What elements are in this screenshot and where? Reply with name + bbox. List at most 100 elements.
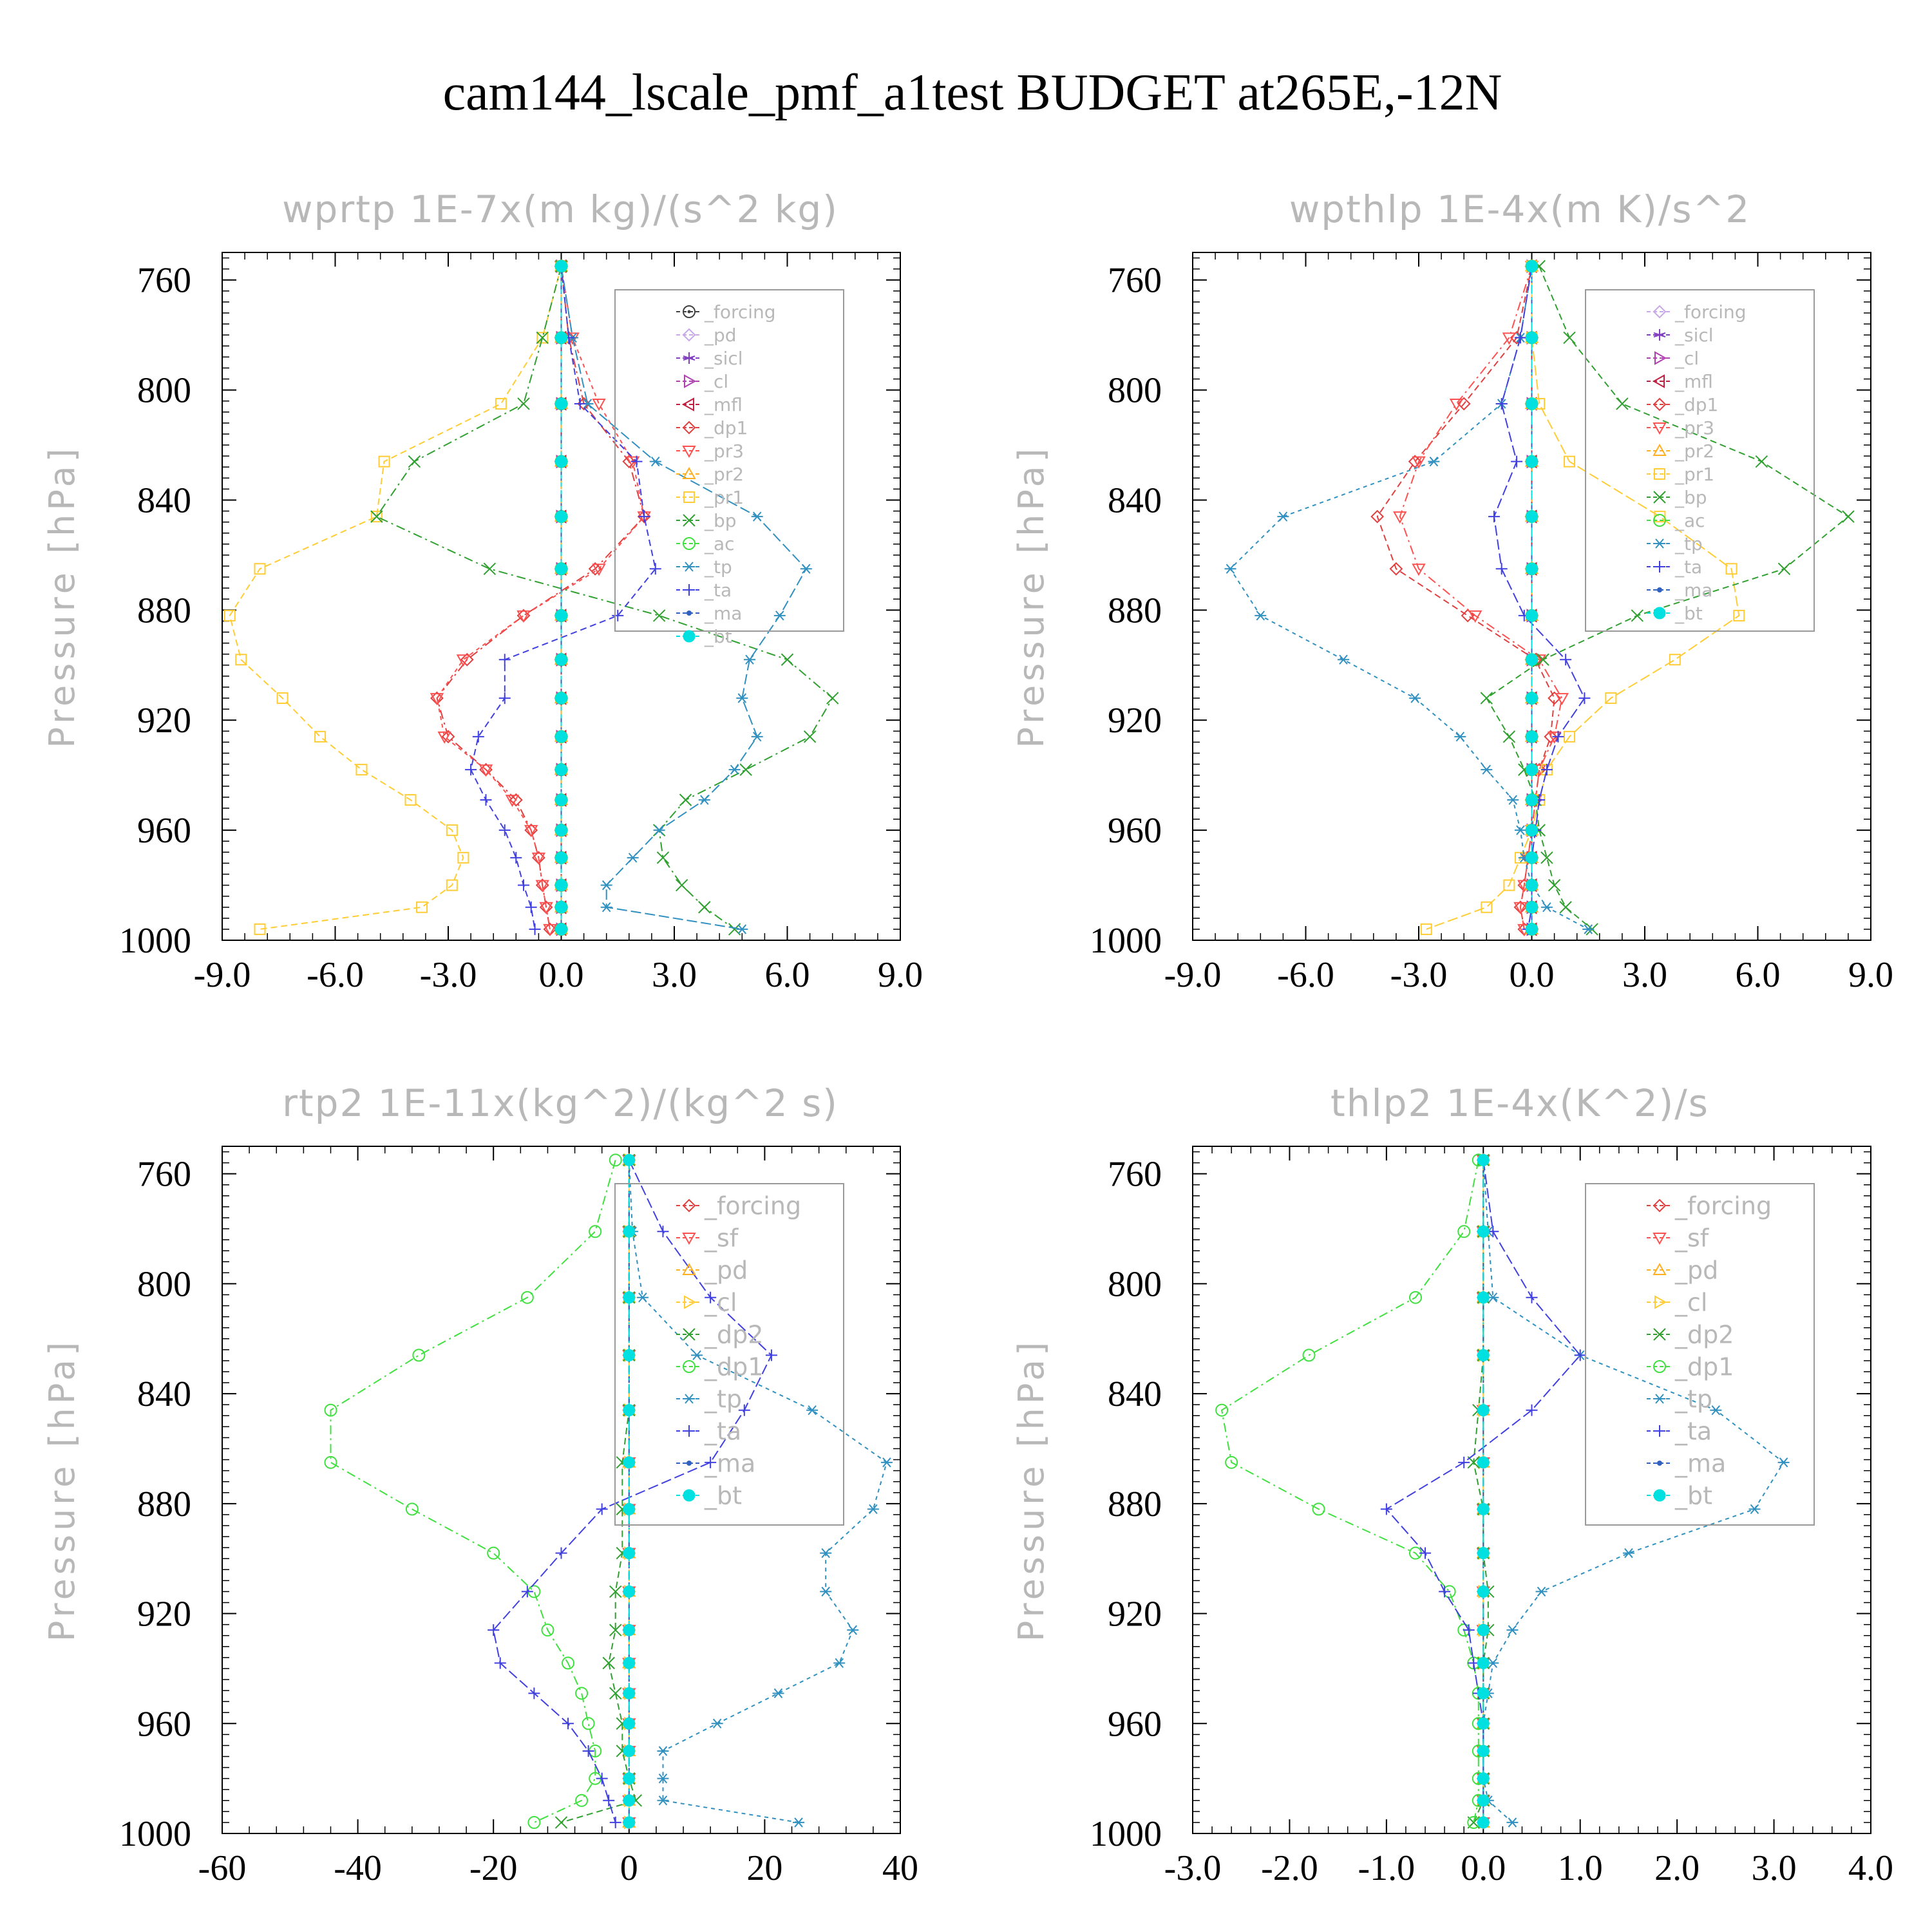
data-point-tp — [751, 511, 763, 522]
legend-marker-dp1 — [682, 421, 696, 435]
y-tick-label: 840 — [1108, 480, 1162, 520]
chart-panel-1: wprtp 1E-7x(m kg)/(s^2 kg) Pressure [hPa]… — [42, 187, 923, 995]
y-tick-label: 1000 — [1090, 1814, 1162, 1854]
data-point-pr1 — [1733, 609, 1745, 621]
y-tick-label: 800 — [1108, 1264, 1162, 1304]
data-point-pr1 — [495, 397, 507, 410]
data-point-dp1 — [1215, 1403, 1229, 1417]
data-point-bp — [1502, 730, 1516, 743]
plot-frame — [1192, 1146, 1871, 1834]
data-point-tp — [833, 1658, 846, 1669]
data-point-ta — [480, 794, 492, 806]
data-point-bp — [1540, 851, 1553, 864]
data-point-pr3 — [535, 880, 549, 893]
data-point-bt — [1526, 730, 1538, 743]
data-point-bt — [1526, 260, 1538, 272]
data-point-bt — [1526, 851, 1538, 864]
data-point-ta — [525, 901, 537, 913]
data-point-bt — [623, 1225, 636, 1238]
data-point-ta — [603, 1794, 615, 1806]
data-point-pr3 — [456, 654, 471, 667]
data-point-tp — [847, 1625, 859, 1635]
x-tick-label: 0.0 — [539, 955, 584, 995]
data-point-ta — [555, 1547, 567, 1559]
data-point-tp — [657, 1746, 669, 1756]
y-tick-label: 1000 — [119, 1814, 191, 1854]
data-point-bt — [1477, 1816, 1490, 1829]
data-point-bt — [555, 510, 567, 523]
data-point-bt — [1526, 653, 1538, 666]
legend-label-dp1: _dp1 — [704, 417, 748, 439]
legend-label-ac: _ac — [1674, 510, 1705, 531]
y-tick-label: 880 — [1108, 1484, 1162, 1524]
legend-marker-bp — [1653, 491, 1666, 504]
data-point-tp — [773, 611, 786, 621]
legend-label-pr3: _pr3 — [704, 440, 744, 462]
data-point-bp — [1631, 609, 1644, 622]
data-point-tp — [1338, 654, 1349, 665]
data-point-ta — [657, 1226, 669, 1238]
data-point-pr3 — [430, 693, 444, 706]
data-point-dp1 — [324, 1455, 337, 1469]
data-point-bp — [1548, 878, 1561, 892]
data-point-tp — [793, 1817, 805, 1828]
y-tick-label: 760 — [137, 1155, 191, 1195]
legend-marker-pr2 — [682, 466, 696, 479]
data-point-dp1 — [487, 1546, 500, 1560]
data-point-dp2 — [609, 1585, 622, 1598]
data-point-tp — [880, 1457, 893, 1468]
data-point-pr3 — [1513, 902, 1528, 914]
x-tick-label: -6.0 — [1277, 955, 1334, 995]
data-point-bp — [1777, 562, 1791, 575]
data-point-bp — [483, 562, 497, 575]
legend-marker-dp1 — [1653, 1360, 1666, 1373]
data-point-pr3 — [505, 795, 520, 808]
data-point-bt — [1477, 1624, 1490, 1636]
series-group — [324, 1153, 893, 1830]
data-point-tp — [751, 732, 763, 742]
data-point-tp — [600, 880, 612, 891]
data-point-pr1 — [457, 851, 469, 864]
data-point-dp2 — [609, 1624, 622, 1636]
data-point-pr1 — [1564, 455, 1575, 468]
legend-label-bt: _bt — [704, 1481, 742, 1510]
y-tick-label: 960 — [1108, 811, 1162, 851]
data-point-ta — [1552, 730, 1564, 743]
data-point-pr3 — [1502, 332, 1517, 345]
legend-label-bt: _bt — [704, 626, 732, 647]
legend-marker-dp2 — [683, 1328, 696, 1341]
data-point-bt — [623, 1349, 636, 1361]
data-point-tp — [1428, 457, 1440, 467]
legend-label-forcing: _forcing — [704, 1191, 801, 1220]
data-point-tp — [653, 825, 665, 835]
data-point-pr1 — [1605, 692, 1617, 705]
legend-label-ma: _ma — [704, 1449, 755, 1477]
data-point-tp — [698, 795, 710, 805]
data-point-tp — [627, 853, 639, 863]
data-point-ta — [609, 1816, 621, 1828]
data-point-bt — [623, 1502, 636, 1515]
legend-label-cl: _cl — [1674, 348, 1699, 369]
data-point-tp — [1255, 611, 1267, 621]
data-point-ta — [596, 1503, 608, 1515]
legend-marker-forcing — [1653, 305, 1667, 319]
data-point-ta — [562, 1718, 574, 1730]
y-tick-label: 920 — [1108, 1595, 1162, 1634]
y-axis-label: Pressure [hPa] — [42, 444, 82, 748]
series-line-dp1 — [330, 1160, 616, 1823]
y-tick-label: 840 — [1108, 1374, 1162, 1414]
data-point-dp1 — [1389, 562, 1403, 576]
data-point-tp — [736, 924, 748, 934]
x-tick-label: 0.0 — [1510, 955, 1555, 995]
data-point-pr1 — [446, 824, 458, 837]
data-point-ta — [1540, 764, 1553, 776]
data-point-dp1 — [1302, 1349, 1316, 1362]
data-point-ta — [529, 923, 541, 935]
y-tick-label: 960 — [1108, 1704, 1162, 1744]
y-tick-label: 840 — [137, 1374, 191, 1414]
data-point-pr1 — [536, 332, 549, 344]
data-point-pr1 — [276, 692, 289, 705]
data-point-ta — [1458, 1456, 1470, 1468]
data-point-bt — [555, 609, 567, 622]
